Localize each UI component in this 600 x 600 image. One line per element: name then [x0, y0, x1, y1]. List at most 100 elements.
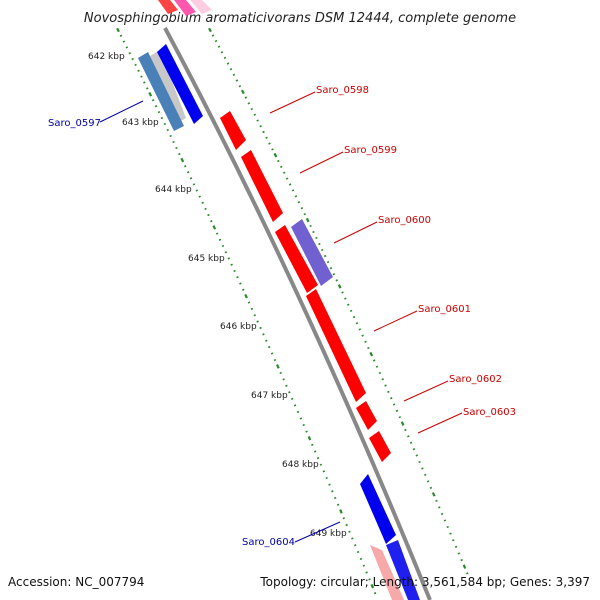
- leader-line: [269, 91, 316, 114]
- outer-track-tick: [415, 454, 419, 457]
- kbp-label: 643 kbp: [122, 118, 159, 128]
- gene-arrow-saro-0604[interactable]: [360, 474, 396, 544]
- rna-feature-blue: [138, 52, 184, 131]
- inner-track-tick: [195, 189, 199, 192]
- gene-arrow-saro-0601[interactable]: [306, 289, 366, 402]
- outer-track-tick: [256, 119, 259, 122]
- outer-track-tick: [384, 384, 387, 387]
- outer-track-tick: [395, 409, 399, 413]
- inner-track-tick: [236, 276, 239, 279]
- kbp-label: 644 kbp: [155, 185, 192, 195]
- outer-track-tick: [229, 68, 233, 71]
- inner-track-tick: [311, 443, 314, 446]
- inner-track-tick: [157, 110, 161, 114]
- outer-track-tick: [349, 309, 353, 313]
- inner-track-tick: [345, 523, 348, 527]
- outer-track-tick: [277, 159, 280, 163]
- inner-track-tick: [154, 104, 158, 108]
- accession-text: Accession: NC_007794: [8, 575, 144, 589]
- outer-track-tick: [268, 142, 271, 145]
- outer-track-tick: [372, 359, 376, 362]
- outer-track-tick: [446, 525, 449, 529]
- inner-track-tick: [351, 537, 354, 540]
- inner-track-tick: [259, 326, 262, 330]
- gene-label-saro-0597[interactable]: Saro_0597: [48, 118, 101, 129]
- gene-label-saro-0603[interactable]: Saro_0603: [463, 407, 516, 418]
- inner-track-tick: [359, 557, 363, 560]
- gene-arrow-saro-0602[interactable]: [356, 401, 377, 430]
- gene-label-saro-0602[interactable]: Saro_0602: [449, 374, 502, 385]
- inner-track-tick: [137, 69, 140, 72]
- inner-track-tick: [267, 346, 271, 349]
- leader-line: [373, 310, 418, 332]
- inner-track-tick: [166, 128, 169, 132]
- outer-track-tick: [262, 130, 265, 134]
- outer-track-tick: [355, 322, 359, 325]
- outer-track-tick: [431, 492, 436, 497]
- outer-track-tick: [300, 206, 304, 210]
- outer-track-tick: [344, 297, 347, 300]
- gene-arrow-saro-0598[interactable]: [220, 111, 246, 150]
- inner-track-tick: [328, 483, 331, 486]
- gene-arrow-saro-0599[interactable]: [241, 150, 283, 222]
- inner-track-tick: [244, 293, 248, 299]
- inner-track-tick: [212, 225, 217, 230]
- inner-track-tick: [178, 152, 181, 156]
- outer-track-tick: [312, 230, 315, 234]
- outer-track-tick: [443, 519, 447, 522]
- partial-gene-top-pink: [174, 0, 196, 16]
- inner-track-tick: [221, 244, 225, 248]
- inner-track-tick: [368, 578, 371, 581]
- gene-label-saro-0604[interactable]: Saro_0604: [242, 537, 295, 548]
- outer-track-tick: [389, 396, 393, 400]
- outer-track-tick: [220, 51, 224, 54]
- outer-track-tick: [421, 467, 424, 470]
- inner-track-tick: [285, 384, 288, 388]
- inner-track-tick: [331, 490, 334, 493]
- kbp-label: 648 kbp: [282, 460, 319, 470]
- inner-track-tick: [276, 364, 280, 369]
- outer-track-tick: [288, 183, 292, 186]
- kbp-label: 646 kbp: [220, 322, 257, 332]
- inner-track-tick: [172, 140, 175, 144]
- gene-label-saro-0601[interactable]: Saro_0601: [418, 304, 471, 315]
- inner-track-tick: [148, 92, 153, 97]
- gene-arrow-saro-0601-a[interactable]: [275, 225, 318, 293]
- inner-track-tick: [336, 503, 340, 506]
- gene-label-saro-0600[interactable]: Saro_0600: [378, 215, 431, 226]
- outer-track-tick: [232, 73, 236, 76]
- leader-line: [299, 151, 344, 174]
- leader-line: [294, 521, 341, 543]
- partial-gene-top-faint: [190, 0, 212, 14]
- outer-track-tick: [271, 148, 274, 151]
- outer-track-tick: [291, 189, 295, 192]
- inner-track-tick: [175, 146, 178, 150]
- outer-track-tick: [250, 107, 253, 111]
- outer-track-tick: [253, 113, 256, 116]
- outer-track-tick: [375, 365, 379, 368]
- outer-track-tick: [361, 334, 364, 337]
- outer-track-tick: [435, 499, 438, 502]
- outer-track-tick: [440, 512, 444, 516]
- outer-track-tick: [226, 62, 230, 65]
- gene-arrow-saro-0597[interactable]: [157, 44, 203, 124]
- outer-track-tick: [244, 96, 248, 99]
- inner-track-tick: [293, 404, 297, 407]
- outer-track-tick: [407, 435, 410, 438]
- inner-track-tick: [362, 564, 366, 567]
- outer-track-tick: [398, 416, 402, 419]
- outer-track-tick: [235, 79, 239, 82]
- inner-track-tick: [198, 195, 201, 198]
- gene-arrow-saro-0603[interactable]: [369, 431, 391, 462]
- gene-label-saro-0599[interactable]: Saro_0599: [344, 145, 397, 156]
- kbp-label: 647 kbp: [251, 391, 288, 401]
- inner-track-tick: [134, 63, 137, 67]
- gene-label-saro-0598[interactable]: Saro_0598: [316, 85, 369, 96]
- inner-track-tick: [253, 314, 256, 317]
- inner-track-tick: [265, 339, 268, 342]
- outer-track-tick: [460, 558, 463, 562]
- inner-track-tick: [239, 282, 242, 285]
- outer-track-tick: [409, 441, 413, 444]
- gene-arrow-saro-0600[interactable]: [291, 219, 333, 286]
